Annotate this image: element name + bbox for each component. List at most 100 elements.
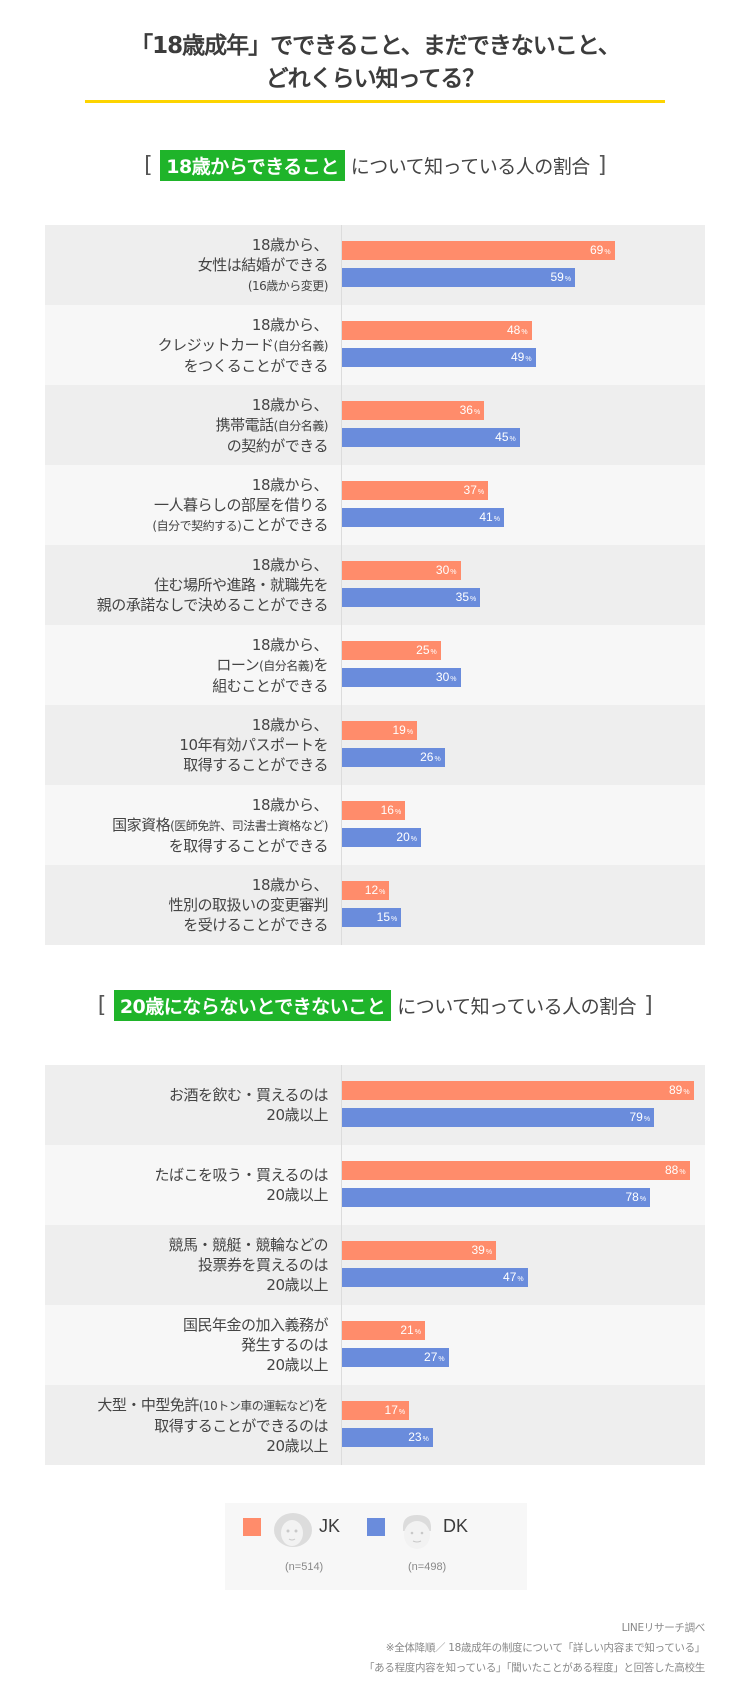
row-label-line: 発生するのは — [240, 1336, 329, 1354]
row-label-line: ローン(自分名義)を — [216, 655, 328, 674]
axis-line — [341, 785, 342, 865]
bar-jk: 48% — [342, 321, 532, 340]
row-label-line: 20歳以上 — [266, 1106, 328, 1124]
chart-row: 18歳から、 国家資格(医師免許、司法書士資格など) を取得することができる 16% 2… — [45, 785, 705, 865]
row-label-line: の契約ができる — [226, 436, 329, 455]
footnote-line-3: 「ある程度内容を知っている」「聞いたことがある程度」と回答した高校生 — [363, 1662, 705, 1674]
bar-jk: 89% — [342, 1081, 694, 1100]
axis-line — [341, 225, 342, 305]
row-label-line: 10年有効パスポートを — [179, 736, 328, 754]
bar-jk: 39% — [342, 1241, 497, 1260]
chart-row: 18歳から、 一人暮らしの部屋を借りる (自分で契約する)ことができる 37% 41% — [45, 465, 705, 545]
axis-line — [341, 1145, 342, 1225]
chart-row: お酒を飲む・買えるのは 20歳以上 89% 79% — [45, 1065, 705, 1145]
axis-line — [341, 385, 342, 465]
chart-row: 18歳から、 ローン(自分名義)を 組むことができる 25% 30% — [45, 625, 705, 705]
bar-dk: 78% — [342, 1188, 651, 1207]
section-heading-text: について知っている人の割合 — [397, 995, 637, 1018]
bar-dk: 20% — [342, 828, 421, 847]
row-label: 18歳から、 ローン(自分名義)を 組むことができる — [45, 625, 328, 705]
row-label-line: (自分で契約する)ことができる — [152, 515, 328, 534]
row-label: 18歳から、 一人暮らしの部屋を借りる (自分で契約する)ことができる — [45, 465, 328, 545]
legend-n-dk: (n=498) — [408, 1561, 447, 1573]
row-label-line: クレジットカード(自分名義) — [157, 335, 329, 354]
section-highlight: 18歳からできること — [160, 149, 345, 181]
row-label: 18歳から、 10年有効パスポートを 取得することができる — [45, 705, 328, 785]
source-note: LINEリサーチ調べ — [621, 1622, 706, 1634]
row-label: たばこを吸う・買えるのは 20歳以上 — [45, 1145, 328, 1225]
chart-row: 18歳から、 10年有効パスポートを 取得することができる 19% 26% — [45, 705, 705, 785]
row-label-line: 親の承諾なしで決めることができる — [96, 596, 329, 614]
chart-row: 国民年金の加入義務が 発生するのは 20歳以上 21% 27% — [45, 1305, 705, 1385]
axis-line — [341, 705, 342, 785]
bracket-close: ] — [597, 152, 607, 178]
section-heading-18: [ 18歳からできること について知っている人の割合 ] — [0, 149, 750, 181]
row-label-line: 20歳以上 — [266, 1356, 328, 1374]
axis-line — [341, 1305, 342, 1385]
row-label: 18歳から、 クレジットカード(自分名義) をつくることができる — [45, 305, 329, 385]
row-label-line: 18歳から、 — [251, 315, 329, 334]
row-label-line: 大型・中型免許(10トン車の運転など)を — [97, 1395, 328, 1414]
section-heading-text: について知っている人の割合 — [350, 155, 590, 178]
chart-panel-18: 18歳から、 女性は結婚ができる (16歳から変更) 69% 59% 18歳から、 クレジッ… — [45, 225, 705, 945]
row-label-line: 18歳から、 — [251, 876, 329, 894]
bar-jk: 19% — [342, 721, 418, 740]
axis-line — [341, 1065, 342, 1145]
row-label-line: (16歳から変更) — [247, 278, 329, 293]
legend: JK (n=514) DK (n=498) — [225, 1503, 527, 1590]
girl-face-icon — [274, 1513, 312, 1547]
bracket-open: [ — [144, 152, 153, 178]
legend-swatch-jk — [243, 1518, 261, 1536]
axis-line — [341, 865, 342, 945]
bar-jk: 17% — [342, 1401, 410, 1420]
row-label-line: をつくることができる — [183, 356, 329, 375]
bar-dk: 27% — [342, 1348, 449, 1367]
title-underline — [85, 100, 665, 103]
bracket-open: [ — [97, 992, 107, 1018]
row-label-line: 18歳から、 — [251, 795, 329, 814]
chart-row: 18歳から、 携帯電話(自分名義) の契約ができる 36% 45% — [45, 385, 705, 465]
row-label-line: 組むことができる — [212, 676, 328, 695]
bar-dk: 35% — [342, 588, 481, 607]
chart-row: 競馬・競艇・競輪などの 投票券を買えるのは 20歳以上 39% 47% — [45, 1225, 705, 1305]
legend-n-jk: (n=514) — [285, 1561, 324, 1573]
axis-line — [341, 1385, 342, 1465]
bracket-close: ] — [644, 992, 653, 1018]
row-label-line: 性別の取扱いの変更審判 — [168, 896, 328, 914]
row-label: 国民年金の加入義務が 発生するのは 20歳以上 — [45, 1305, 329, 1385]
page-title: 「18歳成年」でできること、まだできないこと、 どれくらい知ってる？ — [0, 30, 750, 96]
row-label-line: 一人暮らしの部屋を借りる — [153, 495, 329, 514]
row-label-line: 18歳から、 — [251, 235, 329, 254]
row-label-line: 20歳以上 — [266, 1436, 328, 1455]
bar-jk: 88% — [342, 1161, 690, 1180]
chart-row: 18歳から、 女性は結婚ができる (16歳から変更) 69% 59% — [45, 225, 705, 305]
bar-jk: 69% — [342, 241, 615, 260]
row-label: 大型・中型免許(10トン車の運転など)を取得することができるのは 20歳以上 — [45, 1385, 328, 1465]
legend-label-dk: DK — [443, 1516, 469, 1536]
row-label: 18歳から、性別の取扱いの変更審判を受けることができる — [45, 865, 328, 945]
bar-jk: 25% — [342, 641, 441, 660]
row-label-line: 18歳から、 — [251, 475, 329, 494]
row-label-line: 18歳から、 — [251, 395, 329, 414]
row-label-line: 投票券を買えるのは — [197, 1256, 329, 1274]
row-label-line: 18歳から、 — [251, 716, 329, 734]
row-label: 18歳から、 国家資格(医師免許、司法書士資格など) を取得することができる — [45, 785, 328, 865]
axis-line — [341, 625, 342, 705]
row-label-line: 18歳から、 — [251, 635, 329, 654]
bar-dk: 41% — [342, 508, 504, 527]
bar-jk: 30% — [342, 561, 461, 580]
row-label-line: 取得することができるのは — [154, 1416, 328, 1435]
bar-dk: 59% — [342, 268, 576, 287]
row-label-line: 18歳から、 — [251, 556, 329, 574]
section-highlight: 20歳にならないとできないこと — [113, 989, 392, 1021]
legend-swatch-dk — [367, 1518, 385, 1536]
footnote-line-2: ※全体降順／ 18歳成年の制度について「詳しい内容まで知っている」 — [385, 1642, 706, 1654]
chart-row: 18歳から、 住む場所や進路・就職先を 親の承諾なしで決めることができる 30% 35% — [45, 545, 705, 625]
row-label: 18歳から、 住む場所や進路・就職先を 親の承諾なしで決めることができる — [45, 545, 329, 625]
axis-line — [341, 1225, 342, 1305]
row-label-line: を受けることができる — [183, 916, 328, 934]
bar-dk: 79% — [342, 1108, 655, 1127]
bar-jk: 21% — [342, 1321, 425, 1340]
title-line-2: どれくらい知ってる？ — [265, 66, 486, 92]
row-label: 競馬・競艇・競輪などの 投票券を買えるのは 20歳以上 — [45, 1225, 328, 1305]
